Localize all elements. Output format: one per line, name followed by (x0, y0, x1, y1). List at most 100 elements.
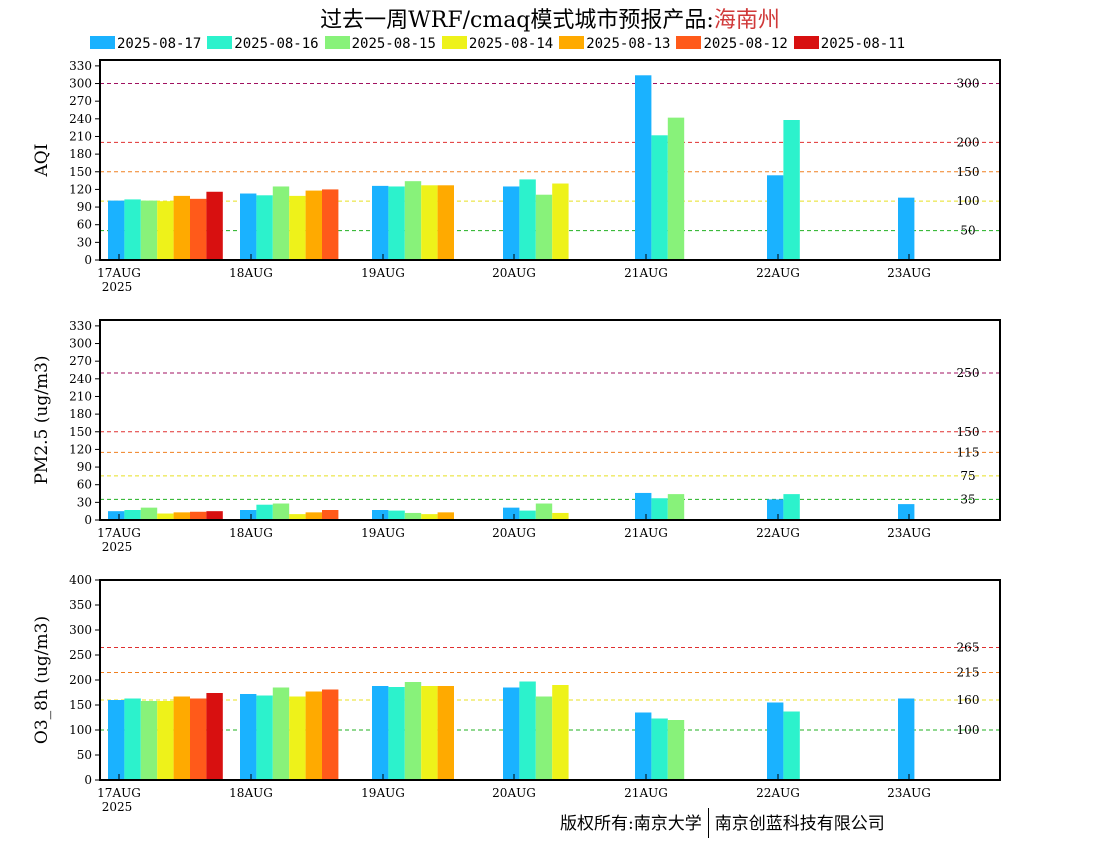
x-tick-label: 22AUG (756, 786, 800, 800)
threshold-label: 250 (957, 366, 980, 380)
threshold-label: 100 (957, 194, 980, 208)
threshold-label: 50 (960, 224, 975, 238)
y-tick-label: 180 (69, 407, 92, 421)
bar (305, 691, 322, 780)
threshold-label: 265 (957, 641, 980, 655)
bar (535, 503, 553, 520)
bar (322, 510, 339, 520)
bar (190, 698, 207, 780)
footer-separator (707, 808, 709, 838)
bar (190, 198, 207, 260)
y-tick-label: 120 (69, 182, 92, 196)
y-tick-label: 0 (84, 773, 92, 787)
x-tick-label: 19AUG (361, 526, 405, 540)
bar (535, 696, 553, 780)
bar (667, 720, 685, 780)
bar (404, 682, 422, 780)
x-tick-label: 17AUG (97, 266, 141, 280)
title-city: 海南州 (713, 8, 780, 33)
bar (519, 681, 536, 780)
bar (190, 511, 207, 520)
y-axis-label: AQI (32, 144, 52, 178)
legend-item: 2025-08-14 (441, 35, 554, 53)
y-tick-label: 60 (77, 478, 92, 492)
y-tick-label: 30 (77, 235, 92, 249)
bar (404, 512, 422, 520)
y-tick-label: 250 (69, 648, 92, 662)
bar (140, 701, 158, 780)
bar (388, 186, 405, 260)
legend-label: 2025-08-16 (234, 36, 319, 52)
legend-item: 2025-08-15 (324, 35, 436, 53)
bar (783, 120, 800, 260)
bar (388, 687, 405, 780)
legend-swatch (441, 36, 467, 49)
bar (898, 504, 915, 520)
bar (240, 510, 257, 520)
bar (535, 194, 553, 260)
bar (404, 181, 422, 260)
bar (173, 696, 190, 780)
bar (519, 179, 536, 260)
bar (898, 698, 915, 780)
bar (305, 190, 322, 260)
footer-right: 南京创蓝科技有限公司 (714, 814, 885, 834)
legend-label: 2025-08-15 (351, 36, 436, 52)
bar (388, 510, 405, 520)
bar (519, 510, 536, 520)
legend-label: 2025-08-14 (468, 36, 554, 52)
plot-frame (99, 59, 1001, 261)
bar (289, 514, 306, 520)
x-tick-label: 23AUG (887, 786, 931, 800)
threshold-label: 160 (957, 693, 980, 707)
x-tick-label: 20AUG (492, 786, 536, 800)
legend-label: 2025-08-17 (117, 36, 202, 52)
x-year-label: 2025 (102, 280, 133, 294)
bar (322, 689, 339, 780)
bar (305, 512, 322, 520)
bar (635, 492, 652, 520)
bar (108, 511, 125, 520)
legend-swatch (559, 36, 585, 49)
y-tick-label: 0 (84, 513, 92, 527)
x-tick-label: 19AUG (361, 786, 405, 800)
y-tick-label: 330 (69, 59, 92, 73)
bar (767, 702, 784, 780)
legend-item: 2025-08-12 (676, 35, 788, 53)
y-tick-label: 180 (69, 147, 92, 161)
legend-swatch (90, 36, 115, 49)
bar (289, 696, 306, 780)
bar (767, 175, 784, 260)
bar (256, 504, 273, 520)
bar (437, 512, 454, 520)
x-tick-label: 19AUG (361, 266, 405, 280)
bar (552, 512, 569, 520)
legend-swatch (207, 36, 233, 49)
legend-label: 2025-08-12 (703, 36, 788, 52)
bar (272, 687, 290, 780)
bar (140, 507, 158, 520)
legend-item: 2025-08-17 (90, 35, 201, 53)
y-tick-label: 330 (69, 319, 92, 333)
bar (272, 503, 290, 520)
bar (157, 201, 174, 260)
plot-frame (99, 319, 1001, 521)
bar (372, 686, 389, 780)
bar (140, 200, 158, 260)
bar (421, 514, 438, 520)
bar (206, 693, 223, 780)
footer-left: 版权所有:南京大学 (560, 814, 702, 834)
x-tick-label: 21AUG (624, 266, 668, 280)
bar (667, 117, 685, 260)
y-tick-label: 200 (69, 673, 92, 687)
y-tick-label: 300 (69, 337, 92, 351)
x-tick-label: 18AUG (229, 526, 273, 540)
bar (503, 186, 520, 260)
y-axis-label: PM2.5 (ug/m3) (32, 355, 52, 484)
x-tick-label: 22AUG (756, 266, 800, 280)
bar (503, 507, 520, 520)
bar (898, 197, 915, 260)
y-tick-label: 210 (69, 129, 92, 143)
bar (651, 718, 668, 780)
copyright-footer: 版权所有:南京大学 南京创蓝科技有限公司 (560, 808, 885, 838)
